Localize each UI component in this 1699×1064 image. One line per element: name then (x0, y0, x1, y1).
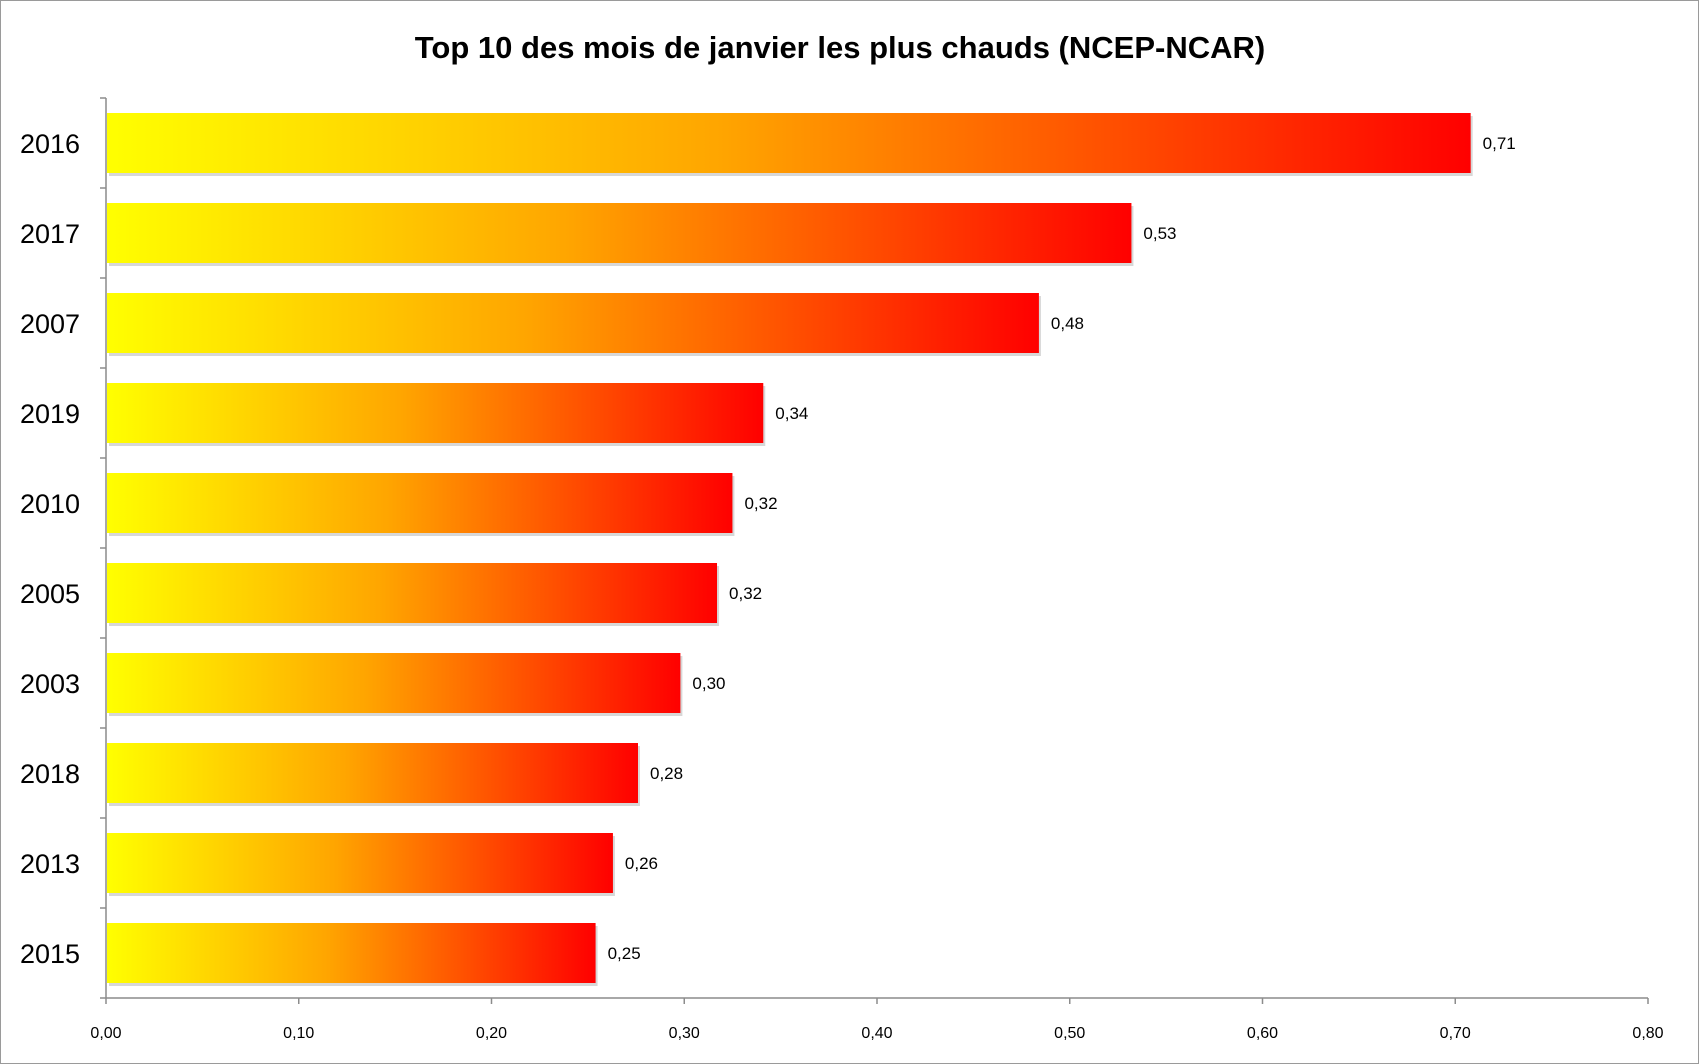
category-label-2005: 2005 (20, 579, 80, 609)
value-label-2013: 0,26 (625, 854, 658, 873)
category-label-2016: 2016 (20, 129, 80, 159)
x-tick-label: 0,00 (90, 1025, 121, 1042)
bar-2016 (107, 113, 1471, 173)
bar-2018 (107, 743, 638, 803)
x-tick-label: 0,70 (1440, 1025, 1471, 1042)
x-tick-label: 0,30 (669, 1025, 700, 1042)
category-label-2010: 2010 (20, 489, 80, 519)
category-label-2013: 2013 (20, 849, 80, 879)
category-label-2018: 2018 (20, 759, 80, 789)
bar-2005 (107, 563, 718, 623)
bar-2015 (107, 923, 596, 983)
value-label-2003: 0,30 (692, 674, 725, 693)
value-label-2007: 0,48 (1051, 314, 1084, 333)
x-tick-label: 0,20 (476, 1025, 507, 1042)
x-tick-label: 0,60 (1247, 1025, 1278, 1042)
value-label-2016: 0,71 (1483, 134, 1516, 153)
value-label-2019: 0,34 (775, 404, 808, 423)
bar-2010 (107, 473, 733, 533)
bar-2019 (107, 383, 764, 443)
category-label-2017: 2017 (20, 219, 80, 249)
value-label-2018: 0,28 (650, 764, 683, 783)
x-tick-label: 0,40 (861, 1025, 892, 1042)
bar-2013 (107, 833, 613, 893)
value-label-2010: 0,32 (744, 494, 777, 513)
value-label-2015: 0,25 (608, 944, 641, 963)
bar-2003 (107, 653, 681, 713)
x-tick-label: 0,10 (283, 1025, 314, 1042)
bar-2007 (107, 293, 1039, 353)
category-label-2003: 2003 (20, 669, 80, 699)
category-label-2015: 2015 (20, 939, 80, 969)
value-label-2005: 0,32 (729, 584, 762, 603)
value-label-2017: 0,53 (1143, 224, 1176, 243)
chart-title: Top 10 des mois de janvier les plus chau… (414, 30, 1266, 65)
bar-2017 (107, 203, 1132, 263)
x-tick-label: 0,50 (1054, 1025, 1085, 1042)
x-tick-label: 0,80 (1632, 1025, 1663, 1042)
category-label-2007: 2007 (20, 309, 80, 339)
category-label-2019: 2019 (20, 399, 80, 429)
